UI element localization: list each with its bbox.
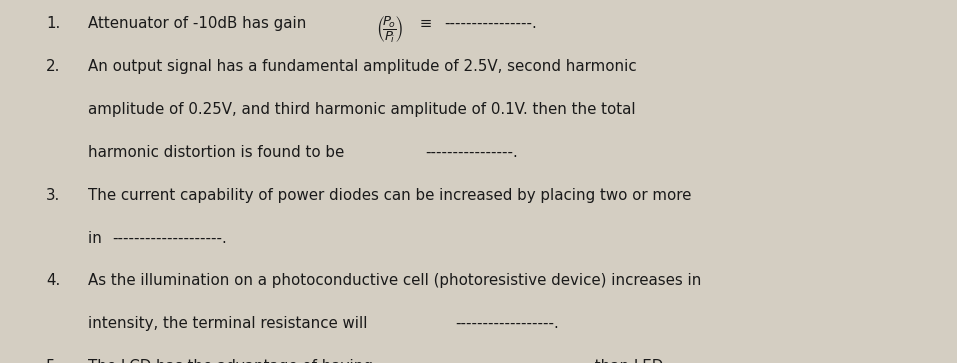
Text: 2.: 2. <box>46 59 60 74</box>
Text: ------------------: ------------------ <box>462 359 561 363</box>
Text: The current capability of power diodes can be increased by placing two or more: The current capability of power diodes c… <box>88 188 691 203</box>
Text: ----------------.: ----------------. <box>444 16 537 31</box>
Text: harmonic distortion is found to be: harmonic distortion is found to be <box>88 145 349 160</box>
Text: than LED.: than LED. <box>590 359 668 363</box>
Text: in: in <box>88 231 106 245</box>
Text: As the illumination on a photoconductive cell (photoresistive device) increases : As the illumination on a photoconductive… <box>88 273 701 288</box>
Text: $\left(\!\dfrac{P_{\!o}}{P_{\!i}}\!\right)$: $\left(\!\dfrac{P_{\!o}}{P_{\!i}}\!\righ… <box>376 15 403 45</box>
Text: Attenuator of -10dB has gain: Attenuator of -10dB has gain <box>88 16 311 31</box>
Text: ≡: ≡ <box>415 16 437 31</box>
Text: The LCD has the advantage of having: The LCD has the advantage of having <box>88 359 378 363</box>
Text: 5.: 5. <box>46 359 60 363</box>
Text: 1.: 1. <box>46 16 60 31</box>
Text: amplitude of 0.25V, and third harmonic amplitude of 0.1V. then the total: amplitude of 0.25V, and third harmonic a… <box>88 102 635 117</box>
Text: ----------------.: ----------------. <box>425 145 518 160</box>
Text: 3.: 3. <box>46 188 60 203</box>
Text: intensity, the terminal resistance will: intensity, the terminal resistance will <box>88 316 372 331</box>
Text: An output signal has a fundamental amplitude of 2.5V, second harmonic: An output signal has a fundamental ampli… <box>88 59 636 74</box>
Text: ------------------.: ------------------. <box>455 316 559 331</box>
Text: --------------------.: --------------------. <box>112 231 227 245</box>
Text: 4.: 4. <box>46 273 60 288</box>
